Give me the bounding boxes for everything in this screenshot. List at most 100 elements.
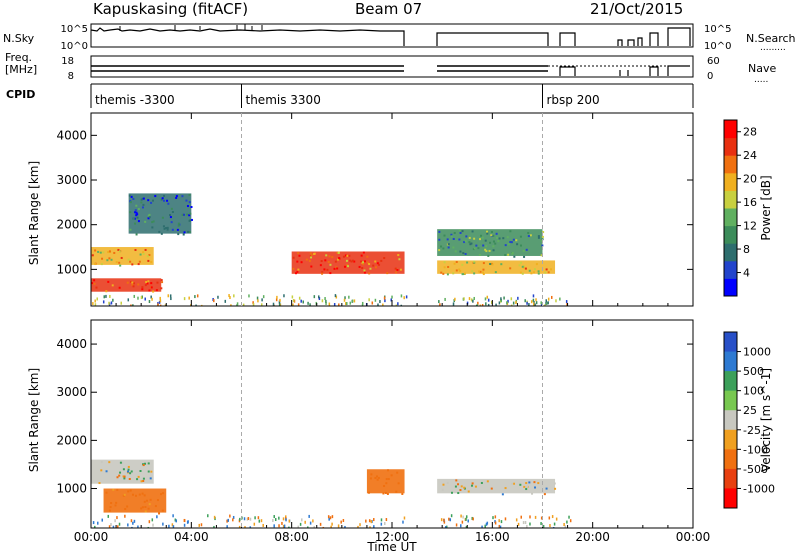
- power-noise-mark: [403, 296, 405, 300]
- velocity-noise-mark: [282, 517, 285, 521]
- velocity-noise-mark: [110, 523, 112, 527]
- power-speckle: [148, 216, 151, 219]
- velocity-speckle: [142, 479, 145, 482]
- velocity-speckle: [134, 494, 137, 497]
- power-echo-region: [91, 278, 162, 292]
- velocity-noise-mark: [481, 525, 483, 528]
- power-noise-mark: [544, 304, 546, 306]
- velocity-noise-mark: [522, 521, 525, 525]
- power-noise-mark: [278, 302, 281, 306]
- velocity-noise-mark: [465, 525, 468, 528]
- power-speckle: [468, 236, 471, 239]
- power-ylabel: Slant Range [km]: [27, 161, 41, 265]
- velocity-noise-mark: [274, 518, 277, 522]
- power-speckle: [468, 241, 471, 244]
- power-speckle: [521, 265, 524, 268]
- velocity-speckle: [442, 483, 445, 486]
- velocity-noise-mark: [116, 516, 118, 520]
- power-noise-mark: [278, 300, 281, 304]
- velocity-noise-mark: [148, 520, 151, 524]
- power-noise-mark: [144, 297, 146, 301]
- power-noise-mark: [307, 301, 309, 305]
- velocity-speckle: [441, 488, 444, 491]
- power-speckle: [396, 268, 399, 271]
- power-speckle: [160, 279, 163, 282]
- nsky-tick-bottom: 10^0: [61, 41, 88, 52]
- velocity-noise-mark: [322, 526, 325, 528]
- power-speckle: [450, 233, 453, 236]
- velocity-noise-mark: [568, 515, 570, 519]
- freq-label: Freq.: [5, 51, 32, 64]
- velocity-panel: 1000 2000 3000 4000 Slant Range [km]: [27, 319, 694, 529]
- power-speckle: [298, 254, 301, 257]
- power-speckle: [146, 255, 149, 258]
- power-noise-mark: [400, 294, 403, 298]
- velocity-speckle: [142, 477, 145, 480]
- velocity-noise-mark: [359, 523, 361, 527]
- power-noise-mark: [183, 297, 186, 301]
- velocity-noise-mark: [529, 522, 531, 526]
- power-speckle: [351, 259, 354, 262]
- velocity-speckle: [513, 482, 516, 485]
- power-speckle: [475, 244, 478, 247]
- velocity-speckle: [455, 479, 458, 482]
- velocity-speckle: [129, 489, 132, 492]
- power-speckle: [366, 261, 369, 264]
- power-noise-mark: [405, 295, 408, 299]
- power-colorbar-cell: [724, 278, 737, 297]
- velocity-speckle: [511, 482, 514, 485]
- nave-dots: .....: [754, 75, 768, 85]
- power-speckle: [452, 246, 455, 249]
- velocity-noise-mark: [368, 519, 371, 523]
- power-noise-mark: [236, 302, 239, 306]
- nsearch-tick-top: 10^5: [704, 24, 731, 35]
- power-speckle: [146, 282, 149, 285]
- power-noise-mark: [150, 295, 152, 299]
- velocity-speckle: [123, 493, 126, 496]
- freq-tick-top: 18: [61, 56, 74, 67]
- power-noise-mark: [217, 295, 219, 299]
- power-speckle: [292, 267, 295, 270]
- velocity-speckle: [140, 507, 143, 510]
- power-speckle: [544, 271, 547, 274]
- power-speckle: [541, 244, 544, 247]
- nsky-strip: N.Sky N.Search ......... 10^5 10^0 10^5 …: [3, 23, 796, 53]
- power-speckle: [297, 252, 300, 255]
- power-noise-mark: [507, 299, 509, 303]
- power-noise-mark: [510, 297, 513, 301]
- power-speckle: [368, 263, 371, 266]
- power-speckle: [484, 239, 487, 242]
- power-noise-mark: [503, 296, 505, 300]
- power-speckle: [462, 252, 465, 255]
- power-speckle: [141, 288, 144, 291]
- velocity-speckle: [376, 478, 379, 481]
- power-noise-mark: [484, 297, 487, 301]
- velocity-noise-mark: [226, 525, 228, 528]
- velocity-noise-mark: [385, 518, 388, 522]
- power-speckle: [134, 249, 137, 252]
- velocity-speckle: [543, 493, 546, 496]
- velocity-speckle: [519, 483, 522, 486]
- velocity-noise-mark: [227, 518, 229, 522]
- velocity-noise-mark: [226, 519, 228, 523]
- power-noise-mark: [188, 296, 190, 300]
- velocity-speckle: [161, 509, 164, 512]
- power-noise-mark: [112, 298, 114, 302]
- velocity-speckle: [108, 509, 111, 512]
- power-noise-mark: [390, 298, 392, 302]
- velocity-noise-mark: [342, 518, 345, 522]
- power-noise-mark: [473, 296, 475, 300]
- velocity-colorbar-tick-label: -500: [743, 463, 768, 476]
- power-speckle: [147, 199, 150, 202]
- power-noise-mark: [302, 300, 304, 304]
- power-colorbar-tick-label: 20: [743, 173, 757, 186]
- velocity-speckle: [100, 469, 103, 472]
- power-speckle: [453, 232, 456, 235]
- velocity-noise-mark: [499, 525, 502, 528]
- date-label: 21/Oct/2015: [590, 0, 683, 18]
- power-speckle: [102, 251, 105, 254]
- power-speckle: [167, 202, 170, 205]
- velocity-noise-mark: [373, 525, 375, 528]
- power-colorbar-tick-label: 12: [743, 220, 757, 233]
- power-speckle: [163, 227, 166, 230]
